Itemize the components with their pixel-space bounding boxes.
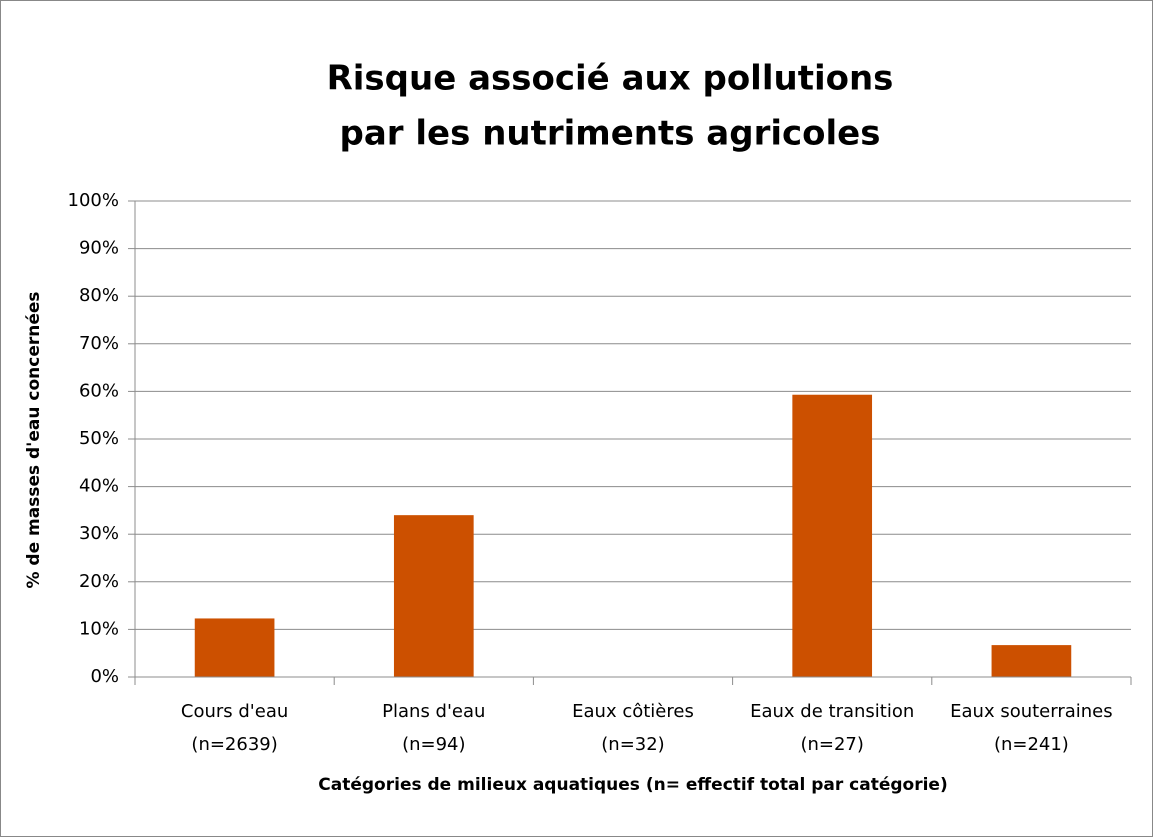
x-tick-label: (n=94): [402, 734, 465, 755]
x-axis-title: Catégories de milieux aquatiques (n= eff…: [318, 775, 947, 795]
bar: [194, 618, 275, 677]
bar: [792, 394, 873, 677]
y-tick-label: 80%: [79, 285, 119, 306]
bar: [991, 645, 1072, 677]
y-tick-label: 40%: [79, 476, 119, 497]
x-tick-label: (n=241): [994, 734, 1069, 755]
x-tick-label: (n=27): [800, 734, 863, 755]
y-tick-label: 20%: [79, 571, 119, 592]
y-tick-label: 30%: [79, 523, 119, 544]
x-tick-label: Plans d'eau: [382, 701, 485, 722]
bar: [393, 515, 474, 677]
y-tick-label: 90%: [79, 238, 119, 259]
x-tick-label: Eaux souterraines: [950, 701, 1113, 722]
y-tick-label: 70%: [79, 333, 119, 354]
chart-title: par les nutriments agricoles: [340, 114, 881, 154]
chart-title: Risque associé aux pollutions: [327, 59, 894, 99]
x-tick-label: Eaux côtières: [572, 701, 694, 722]
x-tick-label: Eaux de transition: [750, 701, 914, 722]
y-tick-label: 100%: [68, 190, 119, 211]
x-tick-label: Cours d'eau: [181, 701, 288, 722]
y-tick-label: 0%: [90, 666, 119, 687]
y-axis-title: % de masses d'eau concernées: [24, 291, 44, 588]
x-tick-label: (n=32): [601, 734, 664, 755]
y-tick-label: 60%: [79, 380, 119, 401]
y-tick-label: 10%: [79, 618, 119, 639]
y-tick-label: 50%: [79, 428, 119, 449]
x-tick-label: (n=2639): [191, 734, 277, 755]
